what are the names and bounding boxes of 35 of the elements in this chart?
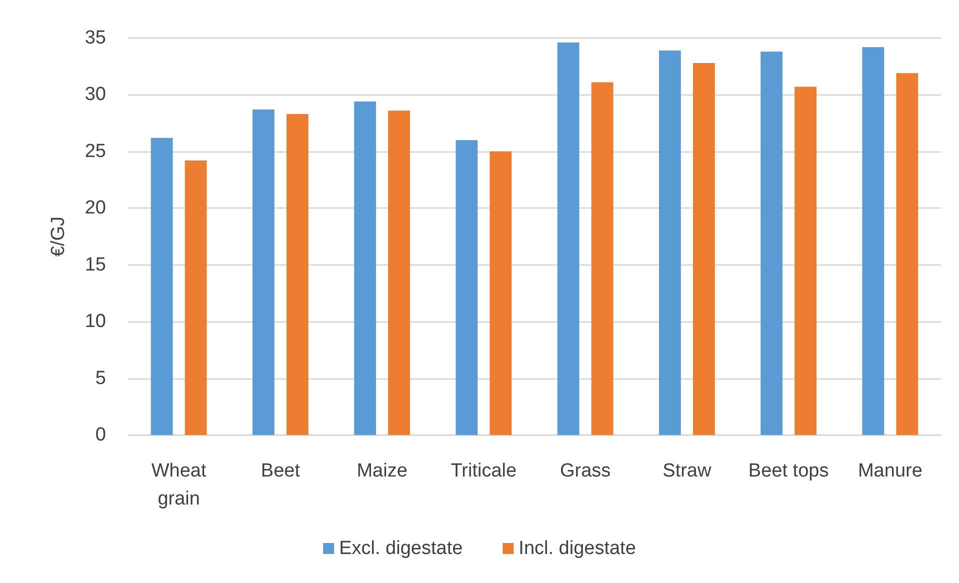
bar <box>692 62 715 435</box>
bar <box>456 140 478 435</box>
x-tick-label: Maize <box>356 460 408 482</box>
bar <box>557 42 580 435</box>
y-tick-label: 20 <box>84 198 106 219</box>
y-tick-label: 0 <box>95 424 106 446</box>
bar <box>354 102 376 435</box>
y-axis-title: €/GJ <box>48 216 69 257</box>
bar <box>591 82 614 435</box>
bar <box>658 50 681 435</box>
x-tick-label: Grass <box>560 460 611 482</box>
y-tick-label: 10 <box>84 311 106 332</box>
bar <box>252 109 274 435</box>
bar <box>490 151 512 435</box>
bar <box>760 52 783 435</box>
x-tick-label: Straw <box>662 460 712 482</box>
x-tick-label: Triticale <box>450 460 517 482</box>
bar <box>184 160 207 435</box>
bar <box>150 138 173 435</box>
x-tick-label: Beet <box>260 460 301 482</box>
x-tick-label: Beet tops <box>748 460 829 482</box>
y-tick-label: 30 <box>84 84 106 106</box>
bar <box>862 47 884 435</box>
y-tick-label: 5 <box>95 368 106 389</box>
y-tick-label: 25 <box>84 140 106 162</box>
bar <box>896 73 918 435</box>
y-tick-label: 35 <box>84 28 106 48</box>
x-tick-label: Wheat grain <box>151 460 207 510</box>
bar <box>794 86 817 435</box>
x-tick-label: Manure <box>858 460 922 482</box>
legend-label: Excl. digestate <box>339 538 463 559</box>
bar <box>388 110 410 435</box>
bar <box>286 114 308 435</box>
y-tick-label: 15 <box>84 254 106 276</box>
legend-label: Incl. digestate <box>518 538 636 559</box>
